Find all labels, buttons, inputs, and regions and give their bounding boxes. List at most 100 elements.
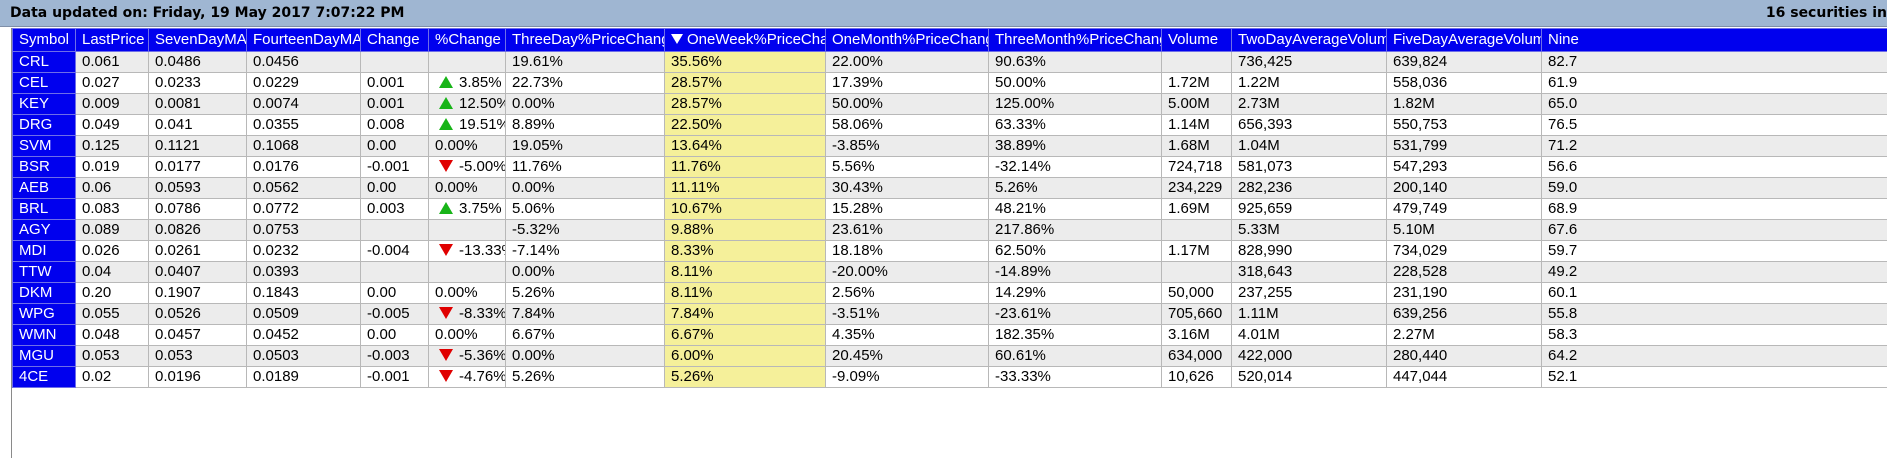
symbol-cell[interactable]: SVM: [12, 135, 76, 157]
data-cell[interactable]: 1.69M: [1161, 198, 1232, 220]
data-cell[interactable]: 282,236: [1231, 177, 1387, 199]
data-cell[interactable]: 19.05%: [505, 135, 665, 157]
data-cell[interactable]: 656,393: [1231, 114, 1387, 136]
sorted-column-cell[interactable]: 9.88%: [664, 219, 826, 241]
data-cell[interactable]: 5.26%: [505, 366, 665, 388]
data-cell[interactable]: 0.1907: [148, 282, 247, 304]
sorted-column-cell[interactable]: 5.26%: [664, 366, 826, 388]
symbol-cell[interactable]: CRL: [12, 51, 76, 73]
data-cell[interactable]: 22.00%: [825, 51, 989, 73]
data-cell[interactable]: 0.026: [75, 240, 149, 262]
data-cell[interactable]: 52.1: [1541, 366, 1887, 388]
data-cell[interactable]: 520,014: [1231, 366, 1387, 388]
data-cell[interactable]: [360, 51, 429, 73]
data-cell[interactable]: 19.61%: [505, 51, 665, 73]
symbol-cell[interactable]: BRL: [12, 198, 76, 220]
data-cell[interactable]: 125.00%: [988, 93, 1162, 115]
table-row[interactable]: DKM 0.20 0.1907 0.1843 0.00 0.00% 5.26% 8.11% 2.…: [12, 282, 1887, 304]
data-cell[interactable]: 18.18%: [825, 240, 989, 262]
data-cell[interactable]: 231,190: [1386, 282, 1542, 304]
data-cell[interactable]: 76.5: [1541, 114, 1887, 136]
table-row[interactable]: MDI 0.026 0.0261 0.0232 -0.004 -13.33% -7.14% 8…: [12, 240, 1887, 262]
data-cell[interactable]: 20.45%: [825, 345, 989, 367]
data-cell[interactable]: 60.61%: [988, 345, 1162, 367]
data-cell[interactable]: 3.16M: [1161, 324, 1232, 346]
data-cell[interactable]: 0.0452: [246, 324, 361, 346]
data-cell[interactable]: 30.43%: [825, 177, 989, 199]
data-cell[interactable]: 0.0486: [148, 51, 247, 73]
data-cell[interactable]: 639,256: [1386, 303, 1542, 325]
data-cell[interactable]: 0.20: [75, 282, 149, 304]
data-cell[interactable]: 5.06%: [505, 198, 665, 220]
data-cell[interactable]: 0.0177: [148, 156, 247, 178]
data-cell[interactable]: 0.00%: [428, 177, 506, 199]
sorted-column-cell[interactable]: 8.33%: [664, 240, 826, 262]
data-cell[interactable]: 1.17M: [1161, 240, 1232, 262]
data-cell[interactable]: 0.083: [75, 198, 149, 220]
symbol-cell[interactable]: AEB: [12, 177, 76, 199]
data-cell[interactable]: 237,255: [1231, 282, 1387, 304]
data-cell[interactable]: 22.73%: [505, 72, 665, 94]
data-cell[interactable]: [428, 51, 506, 73]
column-header[interactable]: Nine: [1541, 28, 1887, 52]
data-cell[interactable]: 0.049: [75, 114, 149, 136]
sorted-column-cell[interactable]: 7.84%: [664, 303, 826, 325]
data-cell[interactable]: 0.00%: [505, 261, 665, 283]
data-cell[interactable]: [360, 261, 429, 283]
table-row[interactable]: CEL 0.027 0.0233 0.0229 0.001 3.85% 22.73% 28.5…: [12, 72, 1887, 94]
data-cell[interactable]: 63.33%: [988, 114, 1162, 136]
data-cell[interactable]: 200,140: [1386, 177, 1542, 199]
data-cell[interactable]: 14.29%: [988, 282, 1162, 304]
data-cell[interactable]: [1161, 219, 1232, 241]
sorted-column-cell[interactable]: 13.64%: [664, 135, 826, 157]
data-cell[interactable]: 2.56%: [825, 282, 989, 304]
data-cell[interactable]: -4.76%: [428, 366, 506, 388]
data-cell[interactable]: 182.35%: [988, 324, 1162, 346]
data-cell[interactable]: 58.3: [1541, 324, 1887, 346]
data-cell[interactable]: 581,073: [1231, 156, 1387, 178]
data-cell[interactable]: -33.33%: [988, 366, 1162, 388]
symbol-cell[interactable]: KEY: [12, 93, 76, 115]
data-cell[interactable]: 0.00: [360, 135, 429, 157]
data-cell[interactable]: 0.00: [360, 177, 429, 199]
column-header[interactable]: LastPrice: [75, 28, 149, 52]
data-cell[interactable]: 0.0355: [246, 114, 361, 136]
data-cell[interactable]: 0.027: [75, 72, 149, 94]
data-cell[interactable]: 8.89%: [505, 114, 665, 136]
table-row[interactable]: KEY 0.009 0.0081 0.0074 0.001 12.50% 0.00% 28.5…: [12, 93, 1887, 115]
column-header[interactable]: Symbol: [12, 28, 76, 52]
data-cell[interactable]: 90.63%: [988, 51, 1162, 73]
data-cell[interactable]: 0.0457: [148, 324, 247, 346]
data-cell[interactable]: 0.008: [360, 114, 429, 136]
symbol-cell[interactable]: TTW: [12, 261, 76, 283]
data-cell[interactable]: 4.01M: [1231, 324, 1387, 346]
column-header[interactable]: OneWeek%PriceChange: [664, 28, 826, 52]
symbol-cell[interactable]: AGY: [12, 219, 76, 241]
data-cell[interactable]: 1.11M: [1231, 303, 1387, 325]
data-cell[interactable]: 2.73M: [1231, 93, 1387, 115]
data-cell[interactable]: 59.7: [1541, 240, 1887, 262]
table-row[interactable]: SVM 0.125 0.1121 0.1068 0.00 0.00% 19.05% 13.64…: [12, 135, 1887, 157]
data-cell[interactable]: 59.0: [1541, 177, 1887, 199]
data-cell[interactable]: -0.001: [360, 366, 429, 388]
data-cell[interactable]: -3.51%: [825, 303, 989, 325]
data-cell[interactable]: [428, 261, 506, 283]
data-cell[interactable]: 0.0526: [148, 303, 247, 325]
column-header[interactable]: OneMonth%PriceChange: [825, 28, 989, 52]
data-cell[interactable]: 0.0786: [148, 198, 247, 220]
data-cell[interactable]: 5.00M: [1161, 93, 1232, 115]
table-row[interactable]: AEB 0.06 0.0593 0.0562 0.00 0.00% 0.00% 11.11% 3…: [12, 177, 1887, 199]
symbol-cell[interactable]: DRG: [12, 114, 76, 136]
data-cell[interactable]: 0.0503: [246, 345, 361, 367]
data-cell[interactable]: -8.33%: [428, 303, 506, 325]
symbol-cell[interactable]: WMN: [12, 324, 76, 346]
data-cell[interactable]: 1.82M: [1386, 93, 1542, 115]
data-cell[interactable]: 705,660: [1161, 303, 1232, 325]
data-cell[interactable]: 65.0: [1541, 93, 1887, 115]
data-cell[interactable]: 5.56%: [825, 156, 989, 178]
data-cell[interactable]: 0.00%: [428, 324, 506, 346]
securities-grid[interactable]: Symbol LastPrice SevenDayMA FourteenDayMA Ch…: [11, 28, 1887, 458]
data-cell[interactable]: 0.0562: [246, 177, 361, 199]
data-cell[interactable]: 5.26%: [505, 282, 665, 304]
data-cell[interactable]: 0.00: [360, 324, 429, 346]
